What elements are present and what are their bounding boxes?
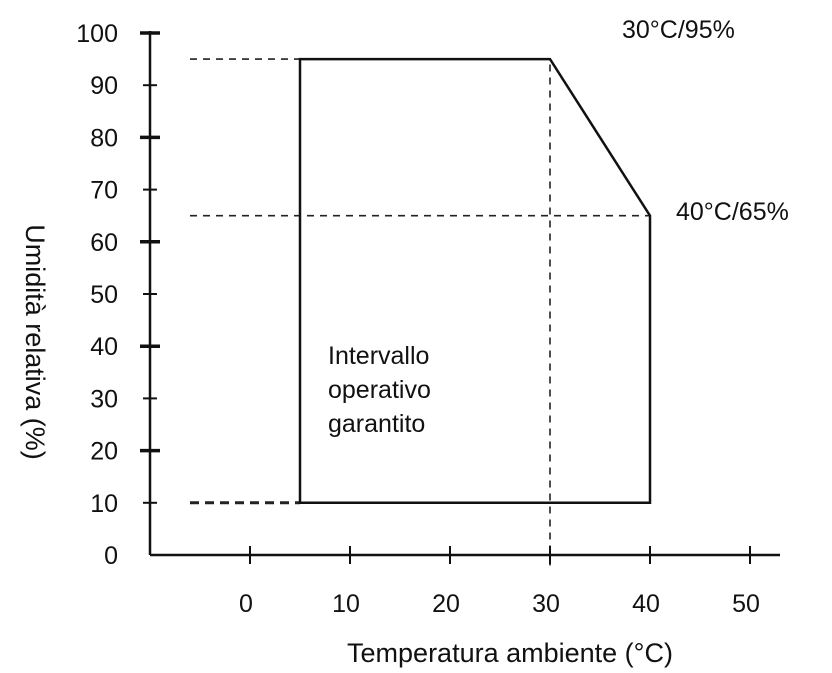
x-tick-label-50: 50	[732, 590, 760, 618]
y-tick-label-20: 20	[90, 438, 118, 466]
y-tick-label-40: 40	[90, 333, 118, 361]
y-tick-label-100: 100	[76, 20, 118, 48]
y-axis-title: Umidità relativa (%)	[20, 224, 50, 460]
reference-lines	[190, 58, 650, 566]
region-label-line-2: garantito	[328, 410, 425, 438]
region-label-line-1: operativo	[328, 376, 431, 404]
y-tick-label-10: 10	[90, 490, 118, 518]
region-label-line-0: Intervallo	[328, 342, 429, 370]
annotation-0: 30°C/95%	[622, 16, 735, 44]
y-tick-label-60: 60	[90, 229, 118, 257]
operating-region	[298, 57, 652, 505]
labels: 0 10 20 30 40 50 60 70 80 90 100 0 10 20 30 40 50 Interva…	[76, 16, 789, 618]
annotation-1: 40°C/65%	[676, 198, 789, 226]
y-tick-label-30: 30	[90, 385, 118, 413]
operating-region-outline	[298, 57, 652, 505]
x-tick-label-10: 10	[332, 590, 360, 618]
axes	[140, 31, 780, 564]
y-tick-label-80: 80	[90, 124, 118, 152]
x-tick-label-0: 0	[239, 590, 253, 618]
y-tick-label-90: 90	[90, 72, 118, 100]
x-tick-label-20: 20	[432, 590, 460, 618]
y-tick-label-50: 50	[90, 281, 118, 309]
y-tick-label-70: 70	[90, 177, 118, 205]
x-tick-label-30: 30	[532, 590, 560, 618]
x-axis-title: Temperatura ambiente (°C)	[347, 638, 673, 668]
x-tick-label-40: 40	[632, 590, 660, 618]
y-tick-label-0: 0	[104, 542, 118, 570]
